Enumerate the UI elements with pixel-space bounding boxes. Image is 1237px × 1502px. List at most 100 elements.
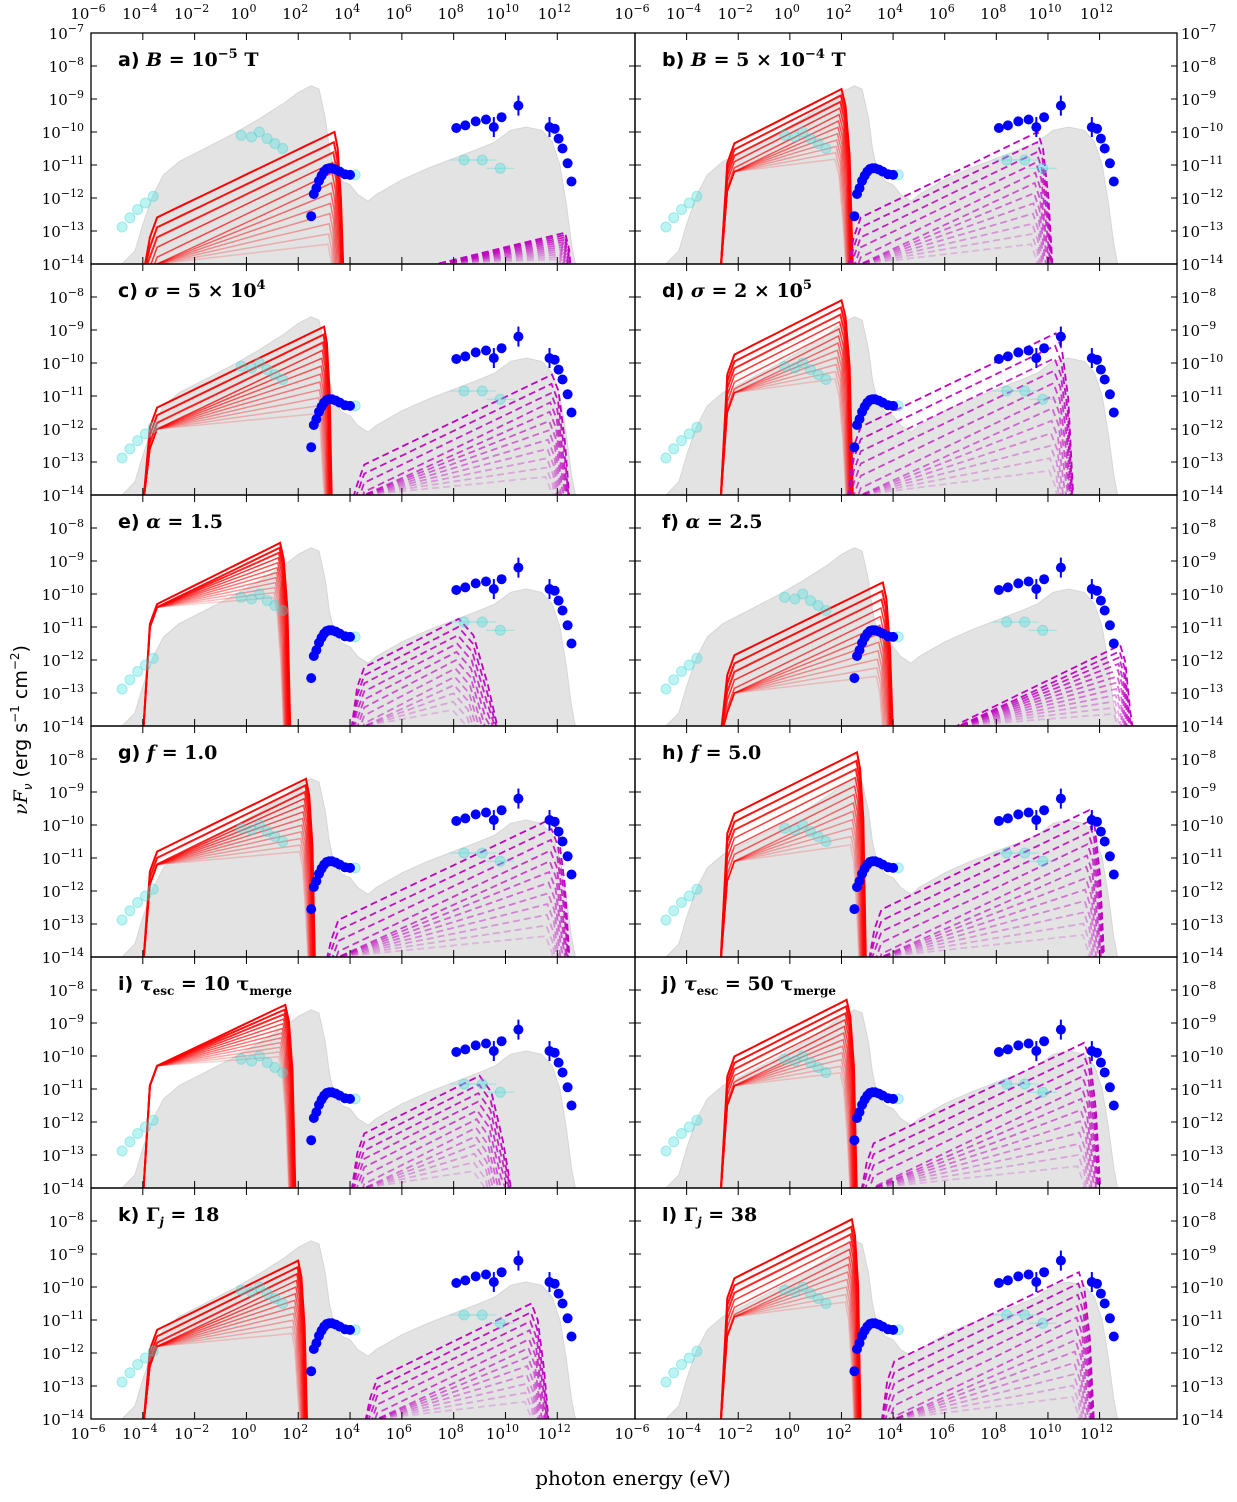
observed-point [553, 364, 564, 375]
inverse-compton-curve [376, 1391, 534, 1419]
observed-point [1095, 826, 1106, 837]
observed-point [562, 851, 573, 862]
synchrotron-curve [720, 113, 851, 264]
panel-i: i) τesc = 10 τmerge [90, 956, 636, 1189]
observed-point [496, 574, 507, 585]
archival-point [779, 1284, 791, 1296]
observed-point [1055, 1255, 1066, 1266]
inverse-compton-curve [872, 1165, 1086, 1188]
y-tick-label-left: 10−12 [42, 649, 84, 670]
y-tick-label-right: 10−14 [1181, 715, 1223, 736]
inverse-compton-curve [353, 650, 492, 726]
synchrotron-curve [720, 100, 853, 264]
archival-point [660, 221, 672, 233]
synchrotron-curve [143, 1332, 301, 1419]
synchrotron-curve [142, 1051, 291, 1188]
observed-point [1031, 122, 1042, 133]
archival-point [235, 591, 247, 603]
y-tick-label-right: 10−11 [1181, 616, 1223, 637]
panel-f: f) α = 2.5 [634, 494, 1178, 727]
y-tick-label-left: 10−14 [42, 253, 84, 274]
observed-point [451, 1278, 462, 1288]
archival-point [476, 847, 488, 859]
inverse-compton-curve [376, 1364, 540, 1419]
synchrotron-curve [144, 140, 344, 264]
inverse-compton-curve [881, 1270, 1095, 1419]
observed-point [1031, 815, 1042, 825]
archival-point [116, 221, 128, 233]
archival-point [789, 1055, 801, 1067]
archival-point [476, 154, 488, 166]
y-tick-label-right: 10−14 [1181, 253, 1223, 274]
synchrotron-curve [720, 320, 852, 495]
observed-point [1002, 813, 1013, 824]
archival-point [683, 890, 695, 902]
synchrotron-curve [719, 305, 854, 495]
inverse-compton-curve [879, 854, 1103, 957]
y-tick-label-right: 10−13 [1181, 220, 1223, 241]
observed-point [460, 1275, 471, 1286]
archival-point [812, 600, 824, 611]
observed-point [451, 585, 462, 595]
observed-point [888, 169, 899, 180]
y-tick-label-right: 10−12 [1181, 1342, 1223, 1363]
observed-point [488, 1277, 499, 1287]
observed-point [306, 442, 317, 453]
synchrotron-curve [720, 1011, 857, 1188]
inverse-compton-curve [848, 130, 1054, 264]
archival-point [683, 1352, 695, 1364]
panel-label-a: a) B = 10−5 T [118, 47, 259, 71]
archival-point [269, 831, 281, 842]
observed-point [460, 1044, 471, 1055]
inverse-compton-curve [872, 1142, 1089, 1188]
archival-point [458, 154, 470, 166]
archival-point [668, 212, 680, 224]
observed-point [1031, 584, 1042, 594]
observed-point [1013, 809, 1024, 820]
archival-point [1019, 154, 1031, 166]
synchrotron-curve [721, 607, 892, 726]
inverse-compton-curve [880, 922, 1092, 957]
inverse-compton-curve [361, 1126, 500, 1188]
y-tick-label-right: 10−10 [1181, 352, 1223, 373]
x-tick-label-top: 102 [282, 2, 308, 23]
x-tick-label-bottom: 10−2 [174, 1422, 209, 1443]
observed-point [1099, 143, 1110, 154]
archival-point [676, 204, 687, 215]
observed-point [1055, 793, 1066, 804]
inverse-compton-curve [376, 1373, 538, 1419]
archival-point [261, 826, 273, 838]
x-tick-label-top: 100 [774, 2, 800, 23]
archival-point [1019, 616, 1031, 628]
observed-point [1092, 816, 1102, 827]
observed-point [1092, 354, 1102, 365]
reference-envelope [665, 547, 1119, 726]
synchrotron-curve [153, 171, 342, 264]
observed-point [549, 1278, 560, 1289]
observed-point [1013, 578, 1024, 589]
archival-point [253, 1281, 265, 1293]
inverse-compton-curve [365, 1311, 549, 1419]
archival-point [261, 1057, 273, 1069]
y-tick-label-right: 10−9 [1181, 1012, 1216, 1033]
inverse-compton-curve [859, 232, 1040, 264]
synchrotron-curve [146, 150, 343, 264]
observed-point [513, 1024, 524, 1035]
observed-point [345, 631, 355, 642]
observed-point [1104, 1082, 1115, 1093]
inverse-compton-curve [859, 212, 1044, 264]
archival-point [683, 1121, 695, 1133]
observed-point [1095, 1288, 1106, 1299]
x-tick-label-top: 1010 [486, 2, 519, 23]
y-tick-label-right: 10−10 [1181, 1276, 1223, 1297]
synchrotron-curve [719, 767, 866, 957]
x-tick-label-bottom: 104 [877, 1422, 903, 1443]
y-tick-label-left: 10−8 [49, 286, 84, 307]
y-tick-label-left: 10−11 [42, 1309, 84, 1330]
observed-point [1039, 574, 1050, 585]
observed-point [345, 1324, 355, 1335]
archival-point [246, 362, 258, 374]
archival-point [253, 126, 265, 138]
archival-point [820, 143, 832, 154]
archival-point [797, 357, 809, 369]
